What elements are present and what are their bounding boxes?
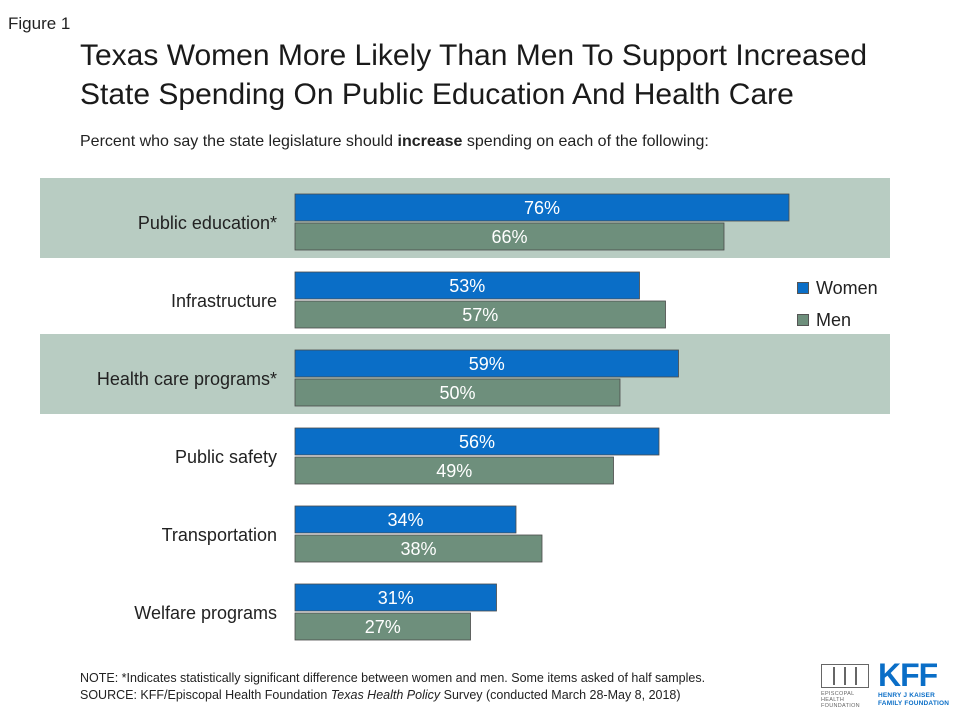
data-label-women-4: 34% xyxy=(387,510,423,530)
ehf-mark-icon xyxy=(821,664,869,688)
subtitle-bold: increase xyxy=(397,133,463,150)
bar-women-0 xyxy=(294,193,790,222)
data-label-women-1: 53% xyxy=(449,276,485,296)
kff-logo-sub-2: FAMILY FOUNDATION xyxy=(878,699,950,707)
data-label-men-1: 57% xyxy=(462,305,498,325)
chart-legend: Women Men xyxy=(797,272,878,336)
bar-women-1 xyxy=(294,271,640,300)
bar-chart: Public education* 76% 66% Infrastructure 53%… xyxy=(40,178,890,641)
bar-men-3 xyxy=(294,456,614,485)
bar-men-1 xyxy=(294,300,666,329)
bar-women-2 xyxy=(294,349,679,378)
kff-logo-wordmark: KFF xyxy=(878,657,938,693)
legend-swatch-women xyxy=(797,282,809,294)
category-label-1: Infrastructure xyxy=(171,291,277,311)
bar-women-4 xyxy=(294,505,517,534)
source-post: Survey (conducted March 28-May 8, 2018) xyxy=(440,688,681,702)
data-label-women-2: 59% xyxy=(469,354,505,374)
legend-item-women: Women xyxy=(797,272,878,304)
category-label-5: Welfare programs xyxy=(134,603,277,623)
legend-label-men: Men xyxy=(816,309,852,330)
subtitle-post: spending on each of the following: xyxy=(462,133,709,150)
chart-subtitle: Percent who say the state legislature sh… xyxy=(80,133,709,151)
bar-women-3 xyxy=(294,427,660,456)
data-label-men-3: 49% xyxy=(436,461,472,481)
data-label-women-0: 76% xyxy=(524,198,560,218)
legend-swatch-men xyxy=(797,314,809,326)
episcopal-health-foundation-logo: EPISCOPAL HEALTH FOUNDATION xyxy=(821,664,871,709)
figure-label: Figure 1 xyxy=(8,14,71,33)
category-label-2: Health care programs* xyxy=(97,369,277,389)
bar-men-4 xyxy=(294,534,543,563)
data-label-women-3: 56% xyxy=(459,432,495,452)
category-label-3: Public safety xyxy=(175,447,277,467)
source-text: SOURCE: KFF/Episcopal Health Foundation … xyxy=(80,687,820,704)
bar-men-2 xyxy=(294,378,621,407)
ehf-logo-text-1: EPISCOPAL HEALTH xyxy=(821,691,855,703)
legend-item-men: Men xyxy=(797,304,878,336)
note-text: NOTE: *Indicates statistically significa… xyxy=(80,671,706,685)
data-label-women-5: 31% xyxy=(378,588,414,608)
category-label-0: Public education* xyxy=(138,213,277,233)
subtitle-pre: Percent who say the state legislature sh… xyxy=(80,133,398,150)
ehf-logo-text: EPISCOPAL HEALTH FOUNDATION xyxy=(821,691,871,709)
data-label-men-0: 66% xyxy=(491,227,527,247)
bar-men-0 xyxy=(294,222,725,251)
kff-logo-sub-1: HENRY J KAISER xyxy=(878,692,935,699)
source-pre: SOURCE: KFF/Episcopal Health Foundation xyxy=(80,688,331,702)
data-label-men-4: 38% xyxy=(400,539,436,559)
kff-logo: KFF HENRY J KAISER FAMILY FOUNDATION xyxy=(878,658,958,707)
ehf-logo-text-2: FOUNDATION xyxy=(821,703,860,709)
data-label-men-5: 27% xyxy=(365,617,401,637)
source-italic: Texas Health Policy xyxy=(330,688,441,702)
bar-women-5 xyxy=(294,583,497,612)
data-label-men-2: 50% xyxy=(439,383,475,403)
bar-men-5 xyxy=(294,612,471,641)
category-label-4: Transportation xyxy=(162,525,277,545)
chart-title: Texas Women More Likely Than Men To Supp… xyxy=(80,39,868,111)
chart-notes: NOTE: *Indicates statistically significa… xyxy=(80,670,820,704)
legend-label-women: Women xyxy=(816,277,878,298)
